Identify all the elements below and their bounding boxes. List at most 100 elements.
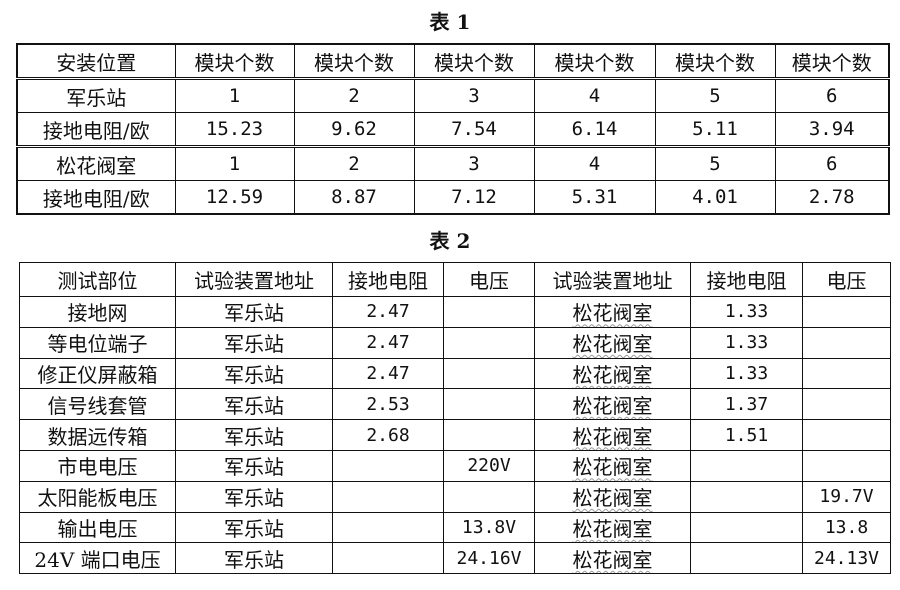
cell-text: 军乐站 [224,301,284,326]
table-cell: 军乐站 [175,511,333,544]
table-cell: 测试部位 [19,262,176,297]
cell-text: 松花阀室 [572,455,653,480]
table-row: 安装位置 模块个数 模块个数 模块个数 模块个数 模块个数 模块个数 [16,43,890,79]
table-cell: 24.13V [802,542,891,575]
table-cell: 15.23 [174,112,295,147]
table-row: 数据远传箱 军乐站 2.68 松花阀室 1.51 [19,419,891,451]
cell-text: 4.01 [692,186,738,208]
table-cell: 1.37 [690,388,803,421]
cell-text: 测试部位 [57,269,138,293]
cell-text: 7.12 [451,186,497,208]
table-cell: 5 [654,77,776,113]
table-cell: 19.7V [802,480,891,513]
cell-text: 15.23 [205,118,264,140]
table-cell: 试验装置地址 [534,262,691,297]
table-cell: 6 [774,145,890,181]
cell-text: 24.16V [456,547,522,569]
cell-text: 军乐站 [224,455,284,480]
table-row: 太阳能板电压 军乐站 松花阀室 19.7V [19,480,891,513]
table-cell: 试验装置地址 [175,262,333,297]
table-cell [690,542,803,575]
cell-text: 12.59 [205,186,264,208]
cell-text: 6.14 [571,118,618,140]
table-cell [690,480,803,513]
cell-text: 5 [709,153,721,175]
cell-text: 军乐站 [224,516,284,541]
cell-text: 4 [588,153,601,175]
table-cell: 接地电阻/欧 [16,112,176,147]
cell-text: 军乐站 [224,362,284,387]
table-cell [690,511,803,544]
cell-text: 1.33 [724,301,769,323]
table-cell: 军乐站 [175,296,333,328]
cell-text: 1.33 [724,332,769,354]
cell-text: 松花阀室 [572,486,653,511]
table-cell: 1 [174,77,295,113]
table-cell: 松花阀室 [534,419,691,451]
table-cell: 2.47 [332,357,444,390]
cell-text: 1 [228,153,241,175]
table-cell: 2.78 [774,180,890,215]
cell-text: 军乐站 [224,486,284,511]
table-cell: 输出电压 [19,511,176,544]
table-cell: 电压 [802,262,891,297]
cell-text: 松花阀室 [572,516,653,541]
cell-text: 模块个数 [434,50,514,75]
table-row: 接地电阻/欧 15.23 9.62 7.54 6.14 5.11 3.94 [16,112,890,147]
cell-text: 军乐站 [224,332,284,357]
table-cell: 等电位端子 [19,326,176,359]
table-cell [802,419,891,451]
cell-text: 1.51 [724,424,769,446]
table-cell: 信号线套管 [19,388,176,421]
table-cell: 1.51 [690,419,803,451]
cell-text: 松花阀室 [572,424,653,449]
table-cell: 模块个数 [293,43,415,79]
cell-text: 松花阀室 [572,547,653,572]
table-cell [802,449,891,482]
table-cell: 接地网 [19,296,176,328]
table-row: 输出电压 军乐站 13.8V 松花阀室 13.8 [19,511,891,544]
cell-text: 军乐站 [224,424,284,449]
table-cell: 松花阀室 [534,388,691,421]
table1: 安装位置 模块个数 模块个数 模块个数 模块个数 模块个数 模块个数 军乐站 1 2 3 4 5 6 接地电… [16,43,890,215]
table1-title: 表 1 [429,10,471,34]
table-cell [690,449,803,482]
cell-text: 1 [228,85,241,107]
cell-text: 接地电阻/欧 [42,186,150,211]
table-cell: 2.47 [332,296,444,328]
table-cell: 1.33 [690,296,803,328]
cell-text: 安装位置 [56,50,137,75]
table-cell: 松花阀室 [534,326,691,359]
cell-text: 电压 [826,269,867,293]
table-row: 市电电压 军乐站 220V 松花阀室 [19,449,891,482]
table-cell [443,388,535,421]
table-cell: 太阳能板电压 [19,480,176,513]
cell-text: 试验装置地址 [552,269,673,293]
table-row: 信号线套管 军乐站 2.53 松花阀室 1.37 [19,388,891,421]
cell-text: 松花阀室 [572,362,653,387]
cell-text: 太阳能板电压 [37,486,158,511]
table-cell: 电压 [443,262,535,297]
table-cell: 市电电压 [19,449,176,482]
cell-text: 军乐站 [66,85,127,110]
cell-text: 1.37 [724,393,769,415]
table-cell [332,542,444,575]
cell-text: 13.8V [461,516,517,538]
table-cell: 6.14 [533,112,656,147]
table-cell: 松花阀室 [534,449,691,482]
cell-text: 电压 [469,269,509,293]
table-cell: 松花阀室 [534,357,691,390]
cell-text: 军乐站 [224,393,284,418]
table-cell: 接地电阻 [332,262,444,297]
cell-text: 试验装置地址 [194,269,314,293]
cell-text: 24V 端口电压 [34,547,161,572]
table-row: 接地电阻/欧 12.59 8.87 7.12 5.31 4.01 2.78 [16,180,890,215]
table-cell: 3.94 [774,112,890,147]
cell-text: 6 [826,153,838,175]
table-cell [443,419,535,451]
table-cell: 1.33 [690,326,803,359]
cell-text: 模块个数 [675,50,755,75]
cell-text: 3 [468,153,480,175]
table-cell: 军乐站 [175,326,333,359]
table2-title: 表 2 [429,229,471,253]
